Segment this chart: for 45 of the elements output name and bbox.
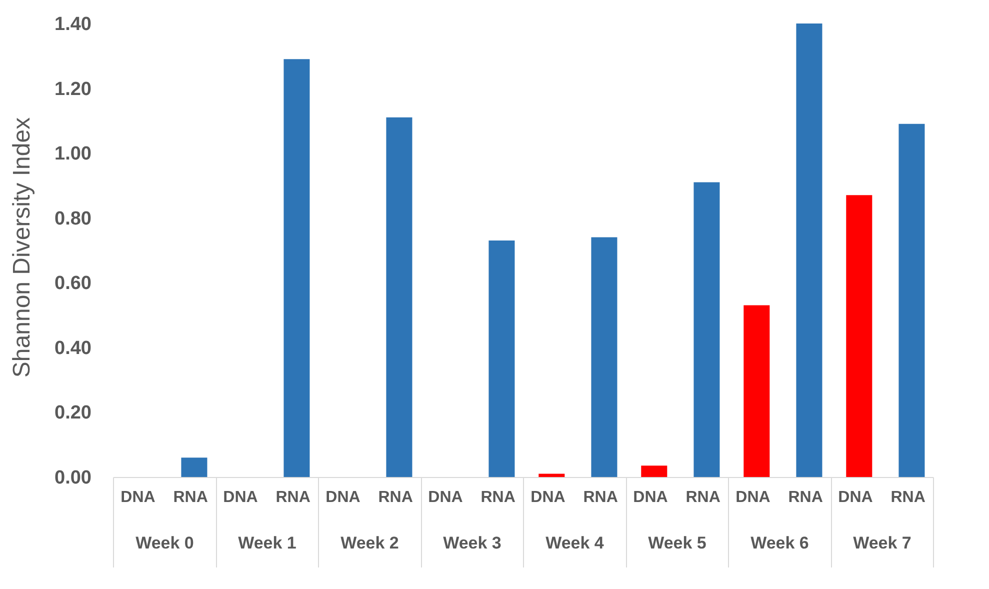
text: RNA	[378, 489, 413, 506]
x-tick-label: Week 4	[546, 534, 604, 552]
y-tick-label: 0.20	[54, 402, 92, 424]
y-tick-label: 0.40	[54, 338, 92, 359]
y-tick-label: 1.40	[54, 14, 92, 35]
bar	[898, 124, 925, 477]
text: RNA	[788, 489, 823, 506]
bar	[591, 237, 618, 477]
text: DNA	[326, 489, 360, 506]
bar	[641, 466, 668, 477]
text: DNA	[633, 489, 668, 506]
x-tick-label: Week 5	[648, 534, 706, 552]
bar	[284, 59, 310, 477]
text: DNA	[223, 489, 258, 506]
bar	[386, 117, 412, 477]
bar	[744, 305, 770, 477]
x-tick-label: Week 3	[443, 534, 502, 552]
text: RNA	[480, 489, 516, 506]
series-label: DNA	[530, 489, 566, 506]
bar	[538, 474, 565, 477]
text: RNA	[890, 489, 926, 506]
bar	[181, 458, 208, 477]
text: DNA	[838, 489, 873, 506]
x-tick-label: Week 2	[340, 534, 399, 552]
series-label: RNA	[276, 489, 311, 506]
bar	[694, 182, 720, 477]
y-tick-label: 0.60	[54, 273, 92, 294]
x-tick-label: Week 6	[750, 534, 809, 552]
y-tick-label: 1.00	[54, 144, 92, 165]
y-tick-label: 1.20	[54, 78, 92, 100]
x-tick-label: Week 7	[853, 534, 912, 552]
x-tick-label: Week 0	[136, 534, 194, 552]
bar	[846, 195, 872, 477]
x-tick-label: Week 1	[238, 534, 296, 552]
bar	[796, 23, 822, 477]
y-axis-title: Shannon Diversity Index	[8, 117, 36, 378]
bar	[488, 240, 515, 477]
text: DNA	[736, 489, 770, 506]
text: RNA	[686, 489, 720, 506]
y-tick-label: 0.80	[54, 208, 92, 230]
text: DNA	[428, 489, 463, 506]
text: RNA	[173, 489, 208, 506]
text: DNA	[120, 489, 156, 506]
y-tick-label: 0.00	[54, 468, 92, 488]
text: RNA	[583, 489, 618, 506]
